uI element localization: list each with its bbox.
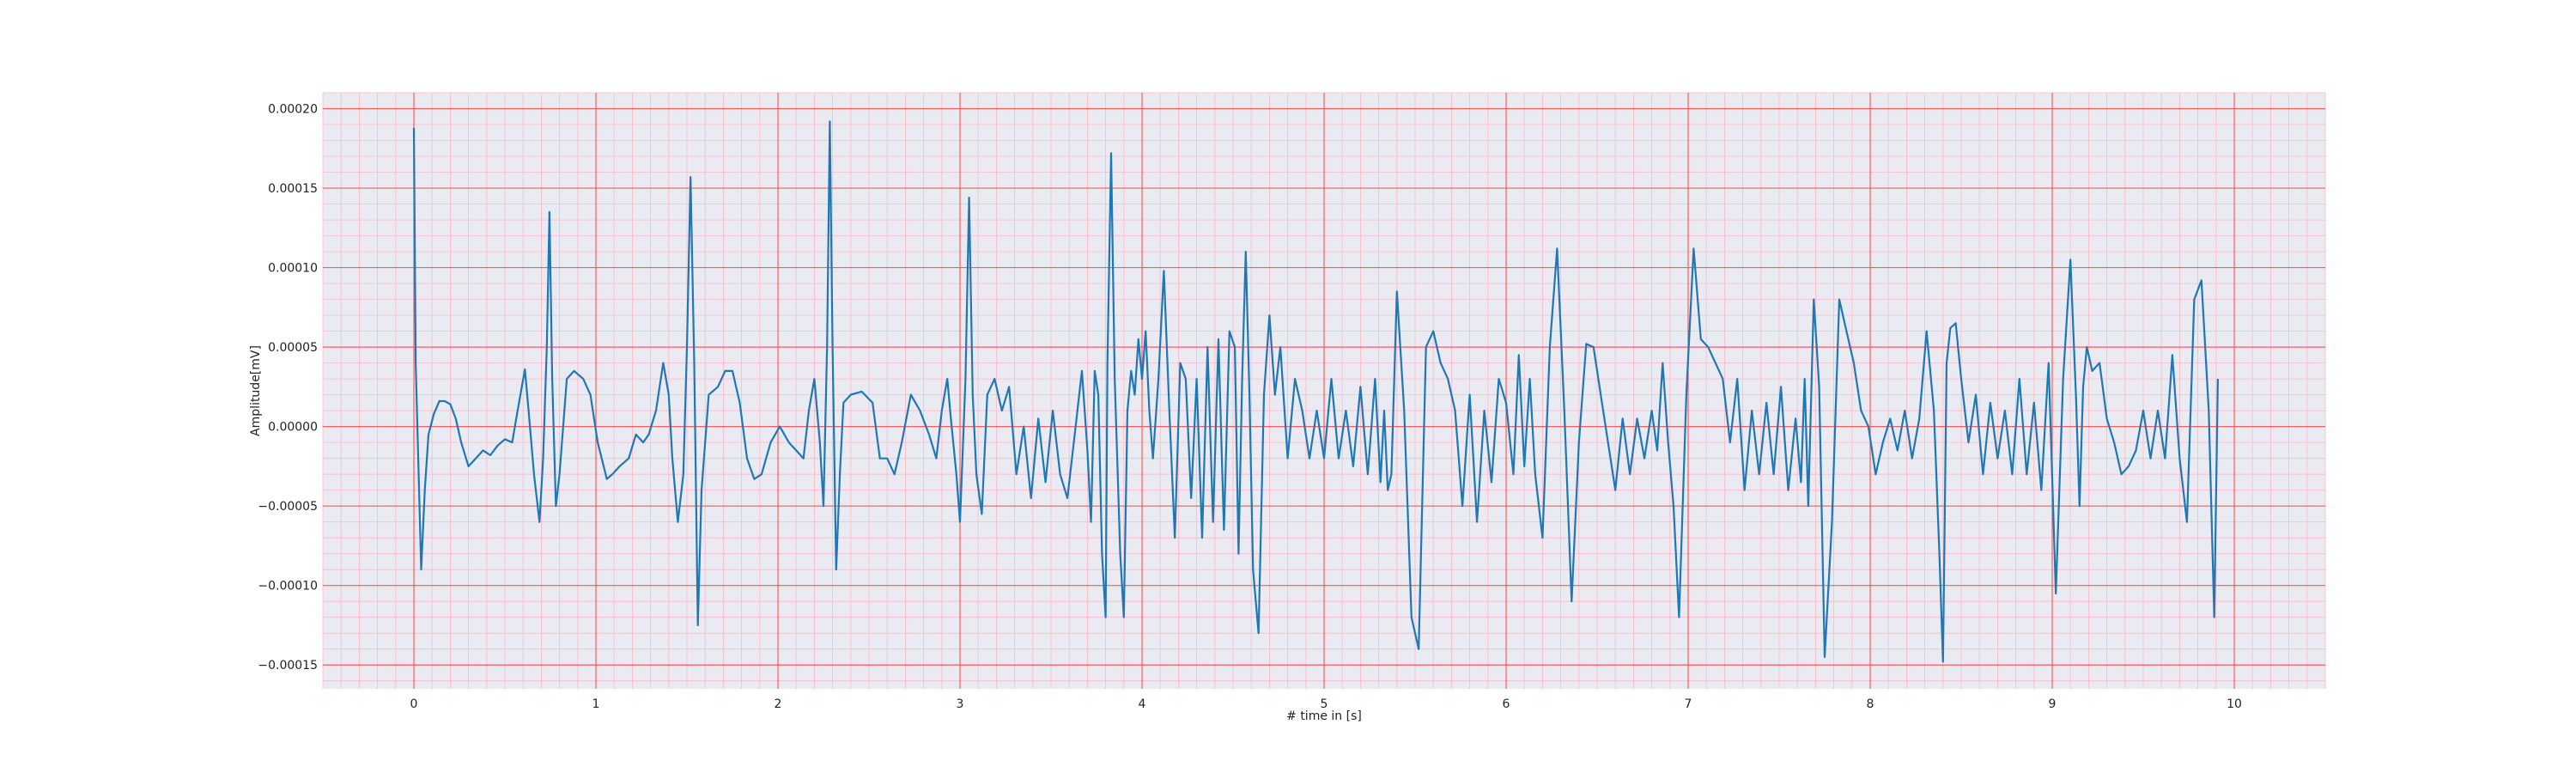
y-tick-label: −0.00005	[258, 500, 318, 514]
y-tick-label: 0.00015	[268, 182, 318, 196]
x-tick-label: 1	[592, 697, 600, 711]
y-tick-label: 0.00005	[268, 341, 318, 355]
signal-line	[412, 120, 2219, 663]
x-tick-label: 9	[2049, 697, 2057, 711]
y-tick-label: −0.00010	[258, 580, 318, 593]
y-tick-label: 0.00000	[268, 421, 318, 435]
x-tick-label: 10	[2227, 697, 2242, 711]
x-tick-label: 2	[775, 697, 782, 711]
x-tick-label: 6	[1503, 697, 1510, 711]
x-tick-label: 4	[1139, 697, 1146, 711]
x-tick-labels: 0 1 2 3 4 5 6 7 8 9 10	[410, 697, 2242, 711]
y-tick-labels: 0.00020 0.00015 0.00010 0.00005 0.00000 −0.00…	[258, 103, 318, 673]
x-tick-label: 3	[957, 697, 964, 711]
x-tick-label: 7	[1685, 697, 1692, 711]
x-tick-label: 0	[410, 697, 418, 711]
x-tick-label: 8	[1867, 697, 1874, 711]
x-tick-label: 5	[1321, 697, 1328, 711]
y-tick-label: −0.00015	[258, 659, 318, 673]
y-axis-label: Amplitude[mV]	[249, 345, 263, 436]
major-grid	[323, 93, 2325, 689]
y-tick-label: 0.00020	[268, 103, 318, 117]
x-axis-label: # time in [s]	[1286, 709, 1362, 723]
y-tick-label: 0.00010	[268, 262, 318, 276]
